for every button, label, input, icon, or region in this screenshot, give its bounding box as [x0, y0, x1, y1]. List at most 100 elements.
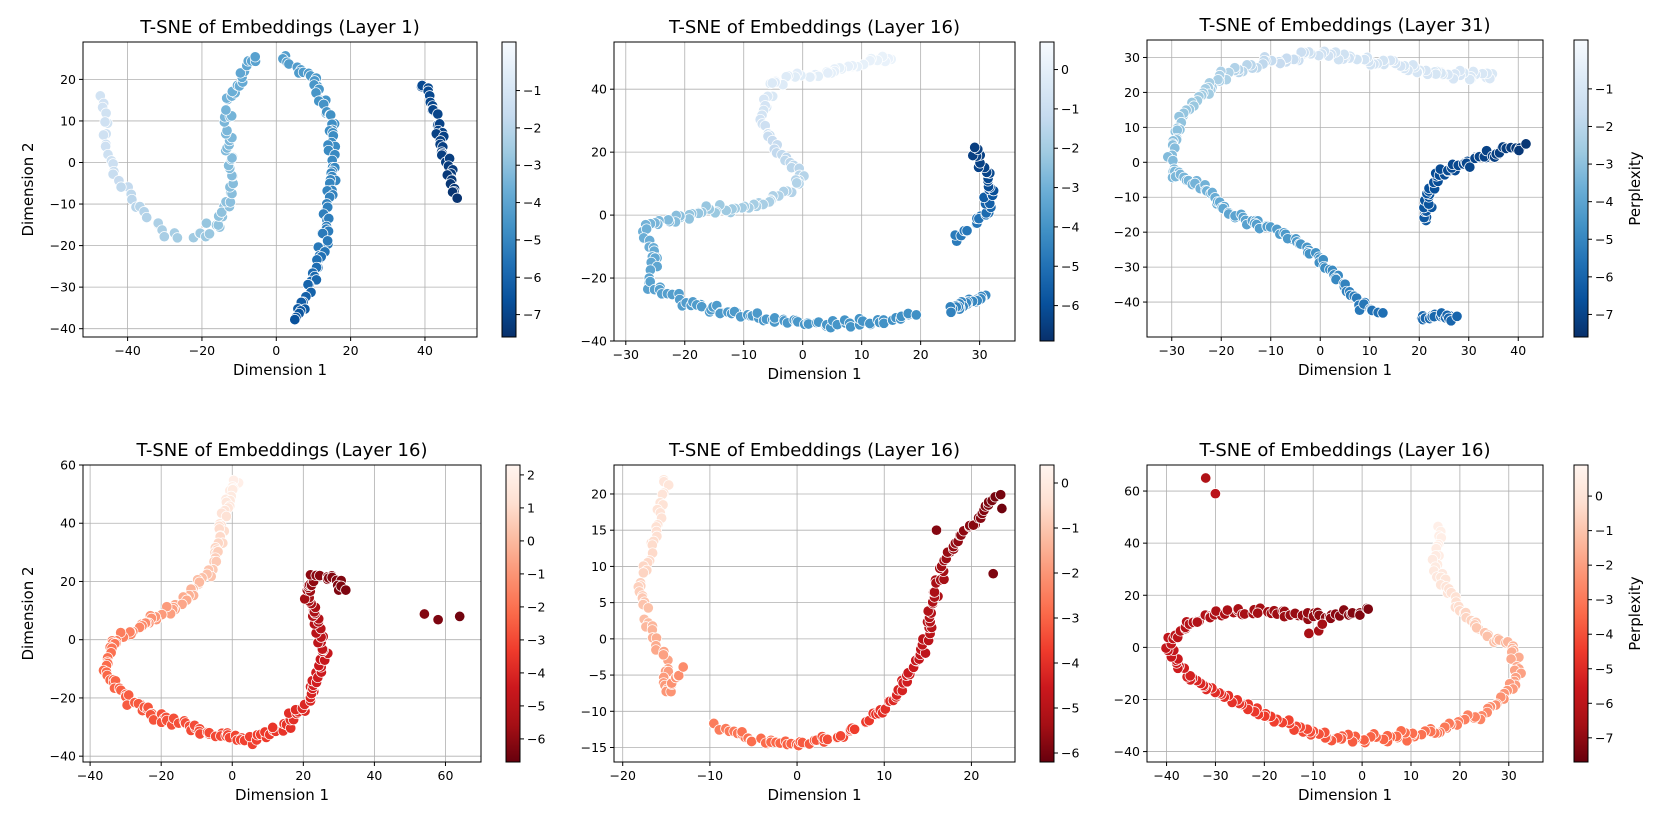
scatter-points	[1160, 472, 1527, 749]
scatter-point	[995, 489, 1007, 501]
y-tick-label: −10	[50, 197, 76, 212]
y-tick-label: 5	[599, 595, 607, 610]
scatter-point	[1221, 604, 1233, 616]
colorbar-tick-label: −4	[1595, 627, 1613, 642]
colorbar-tick-label: −6	[1061, 746, 1079, 761]
scatter-point	[683, 213, 695, 225]
colorbar-tick-label: −1	[523, 83, 541, 98]
x-tick-label: 10	[854, 347, 870, 362]
x-tick-label: −30	[1159, 343, 1185, 358]
colorbar-tick-label: −5	[1595, 232, 1613, 247]
colorbar: −7 −6 −5 −4 −3 −2 −1 0 Perplexity	[1573, 464, 1644, 763]
x-tick-label: 40	[1510, 343, 1526, 358]
colorbar-tick-label: −3	[1595, 157, 1613, 172]
scatter-point	[1184, 670, 1196, 682]
x-axis-label: Dimension 1	[767, 365, 861, 383]
scatter-point	[234, 67, 246, 79]
subplot-3: −30 −20 −10 0 10 20 30 40 −40 −30 −20 −10 0 10 20 30 T-S…	[1114, 15, 1644, 379]
y-tick-label: −30	[50, 280, 76, 295]
colorbar-tick-label: −4	[1595, 194, 1613, 209]
grid-lines	[614, 465, 1015, 762]
scatter-point	[1295, 46, 1307, 58]
x-tick-label: −20	[672, 347, 698, 362]
x-tick-label: 30	[1501, 768, 1517, 783]
colorbar-tick-label: −6	[523, 270, 541, 285]
y-tick-label: 20	[1124, 588, 1140, 603]
scatter-point	[1377, 307, 1389, 319]
scatter-point	[340, 584, 352, 596]
scatter-point	[1520, 138, 1532, 150]
scatter-point	[642, 602, 654, 614]
y-tick-label: 40	[591, 82, 607, 97]
scatter-points	[637, 50, 1000, 334]
scatter-point	[432, 614, 444, 626]
scatter-point	[267, 721, 279, 733]
scatter-point	[99, 116, 111, 128]
x-tick-label: 0	[1358, 768, 1366, 783]
colorbar-gradient	[1573, 39, 1589, 338]
colorbar-gradient	[1039, 41, 1055, 342]
y-tick-label: −40	[50, 321, 76, 336]
colorbar-tick-label: −4	[527, 665, 545, 680]
colorbar: −6 −5 −4 −3 −2 −1 0 1 2	[505, 464, 545, 763]
colorbar-label: Perplexity	[1626, 151, 1644, 225]
scatter-point	[1303, 627, 1315, 639]
colorbar-tick-label: −7	[1595, 307, 1613, 322]
y-tick-label: −40	[1114, 744, 1140, 759]
colorbar-tick-label: 0	[1061, 476, 1069, 491]
x-tick-label: −20	[189, 343, 215, 358]
x-tick-label: −20	[610, 768, 636, 783]
x-tick-label: 10	[1403, 768, 1419, 783]
colorbar-tick-label: −1	[1595, 81, 1613, 96]
chart-title: T-SNE of Embeddings (Layer 1)	[139, 17, 420, 38]
plot-frame	[1146, 464, 1544, 763]
y-tick-label: 30	[1124, 50, 1140, 65]
scatter-point	[766, 77, 778, 89]
scatter-point	[804, 71, 816, 83]
y-tick-label: −20	[50, 238, 76, 253]
colorbar-gradient	[505, 464, 521, 763]
y-tick-label: −20	[1114, 225, 1140, 240]
y-tick-label: 0	[1132, 640, 1140, 655]
y-tick-label: 10	[591, 559, 607, 574]
colorbar-tick-label: −1	[1595, 523, 1613, 538]
x-tick-label: 30	[1461, 343, 1477, 358]
colorbar-label: Perplexity	[1626, 576, 1644, 650]
scatter-point	[226, 152, 238, 164]
colorbar: −7 −6 −5 −4 −3 −2 −1	[501, 41, 541, 338]
colorbar-tick-label: −2	[527, 599, 545, 614]
x-tick-label: 20	[963, 768, 979, 783]
x-axis-label: Dimension 1	[235, 786, 329, 804]
grid-lines	[614, 42, 1015, 342]
colorbar-tick-label: −7	[523, 307, 541, 322]
scatter-point	[418, 608, 430, 620]
y-tick-label: 10	[60, 113, 76, 128]
plot-frame	[613, 41, 1016, 342]
colorbar-tick-label: −3	[1595, 592, 1613, 607]
x-tick-label: 0	[228, 768, 236, 783]
scatter-point	[432, 108, 444, 120]
scatter-point	[1191, 616, 1203, 628]
x-axis-label: Dimension 1	[233, 361, 327, 379]
y-tick-label: −20	[581, 271, 607, 286]
chart-title: T-SNE of Embeddings (Layer 16)	[668, 17, 960, 38]
scatter-point	[1362, 603, 1374, 615]
x-tick-label: 0	[272, 343, 280, 358]
x-tick-label: −40	[114, 343, 140, 358]
chart-title: T-SNE of Embeddings (Layer 16)	[136, 440, 428, 461]
grid-lines	[83, 42, 477, 337]
colorbar-tick-label: −4	[523, 195, 541, 210]
y-tick-label: −10	[581, 704, 607, 719]
scatter-point	[637, 567, 649, 579]
x-tick-label: 20	[343, 343, 359, 358]
colorbar: −7 −6 −5 −4 −3 −2 −1 Perplexity	[1573, 39, 1644, 338]
scatter-point	[791, 177, 803, 189]
scatter-point	[746, 735, 758, 748]
y-tick-label: 20	[591, 486, 607, 501]
x-tick-label: −10	[1300, 768, 1326, 783]
x-axis-label: Dimension 1	[1298, 786, 1392, 804]
y-tick-label: 60	[60, 458, 76, 473]
x-axis-label: Dimension 1	[767, 786, 861, 804]
